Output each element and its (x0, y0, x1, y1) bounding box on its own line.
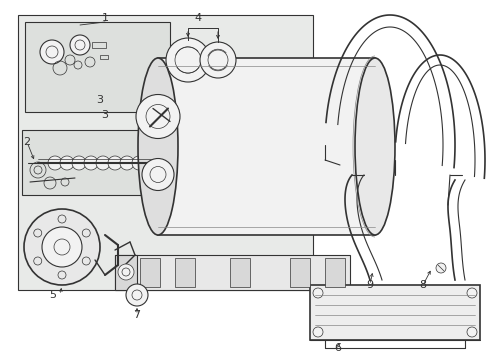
Text: 5: 5 (49, 290, 57, 300)
Circle shape (165, 38, 209, 82)
Bar (325, 258, 345, 287)
Text: 8: 8 (419, 280, 426, 290)
Circle shape (200, 42, 236, 78)
Bar (92, 42, 106, 48)
Text: 4: 4 (194, 13, 201, 23)
Circle shape (312, 327, 323, 337)
Text: 2: 2 (23, 137, 30, 147)
Circle shape (96, 156, 110, 170)
Circle shape (84, 156, 98, 170)
Text: 6: 6 (334, 343, 341, 353)
Bar (175, 258, 195, 287)
Text: 1: 1 (102, 13, 108, 23)
Circle shape (150, 152, 170, 172)
Circle shape (435, 263, 445, 273)
Bar (309, 285, 479, 340)
Circle shape (466, 288, 476, 298)
Bar (25, 22, 170, 112)
Text: 3: 3 (102, 110, 108, 120)
Circle shape (126, 284, 148, 306)
Circle shape (312, 288, 323, 298)
Bar (115, 255, 137, 290)
Circle shape (40, 40, 64, 64)
Circle shape (136, 95, 180, 139)
Bar (100, 55, 108, 59)
Bar (22, 130, 186, 195)
Circle shape (466, 327, 476, 337)
Bar (140, 258, 160, 287)
Ellipse shape (138, 58, 178, 235)
Circle shape (132, 156, 146, 170)
Circle shape (118, 264, 134, 280)
Text: 3: 3 (96, 95, 103, 105)
Circle shape (24, 209, 100, 285)
Bar (18, 15, 312, 290)
Bar (115, 255, 349, 290)
Circle shape (120, 156, 134, 170)
Circle shape (142, 158, 174, 190)
Circle shape (72, 156, 86, 170)
Bar (158, 58, 374, 235)
Circle shape (108, 156, 122, 170)
Circle shape (60, 156, 74, 170)
Ellipse shape (354, 58, 394, 235)
Bar (229, 258, 249, 287)
Circle shape (42, 227, 82, 267)
Circle shape (70, 35, 90, 55)
Circle shape (48, 156, 62, 170)
Bar (289, 258, 309, 287)
Text: 9: 9 (366, 280, 373, 290)
Text: 7: 7 (133, 310, 140, 320)
